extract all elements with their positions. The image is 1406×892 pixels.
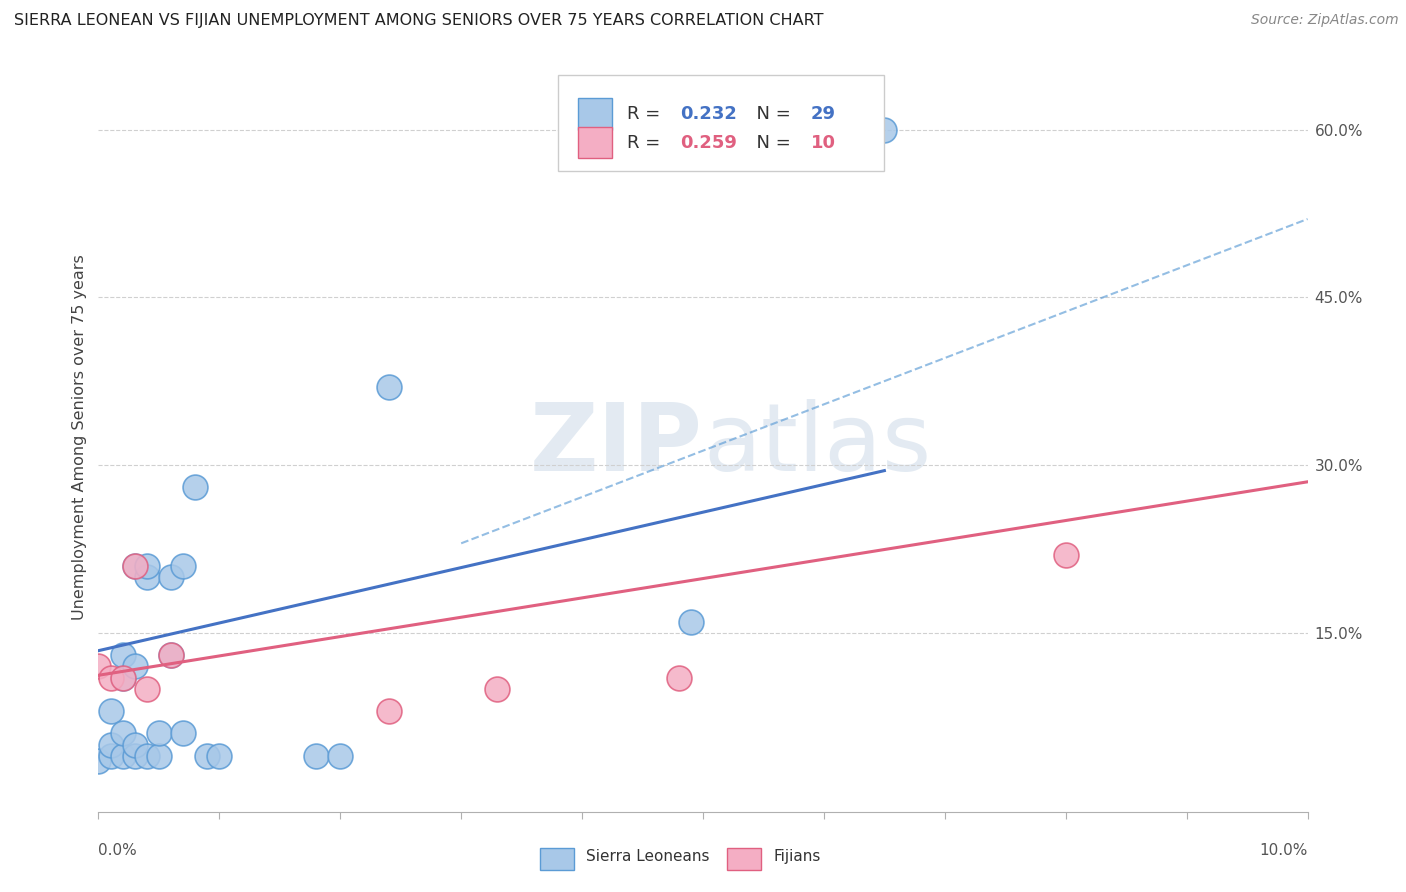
Bar: [578, 98, 613, 130]
Text: R =: R =: [627, 105, 666, 123]
Point: [100, 704, 122, 718]
Point: [111, 748, 134, 763]
Point: [172, 558, 194, 573]
Point: [377, 704, 399, 718]
Point: [148, 726, 170, 740]
Point: [124, 748, 146, 763]
Text: R =: R =: [627, 134, 666, 152]
Bar: [727, 847, 761, 871]
Text: 10.0%: 10.0%: [1260, 843, 1308, 858]
Point: [124, 738, 146, 752]
Point: [160, 648, 183, 662]
Point: [160, 648, 183, 662]
Point: [679, 615, 702, 629]
Point: [873, 122, 896, 136]
Point: [377, 380, 399, 394]
Text: 10: 10: [811, 134, 835, 152]
Y-axis label: Unemployment Among Seniors over 75 years: Unemployment Among Seniors over 75 years: [72, 254, 87, 620]
Point: [668, 671, 690, 685]
Point: [124, 558, 146, 573]
Text: 0.232: 0.232: [681, 105, 737, 123]
Point: [100, 671, 122, 685]
Point: [148, 748, 170, 763]
Point: [100, 748, 122, 763]
Bar: [578, 127, 613, 159]
FancyBboxPatch shape: [558, 75, 884, 171]
Text: SIERRA LEONEAN VS FIJIAN UNEMPLOYMENT AMONG SENIORS OVER 75 YEARS CORRELATION CH: SIERRA LEONEAN VS FIJIAN UNEMPLOYMENT AM…: [14, 13, 824, 29]
Text: ZIP: ZIP: [530, 399, 703, 491]
Point: [111, 648, 134, 662]
Point: [87, 755, 110, 769]
Text: N =: N =: [745, 105, 797, 123]
Point: [111, 671, 134, 685]
Text: Fijians: Fijians: [773, 849, 821, 864]
Text: 0.259: 0.259: [681, 134, 737, 152]
Point: [135, 570, 157, 584]
Text: 0.0%: 0.0%: [98, 843, 138, 858]
Point: [1054, 548, 1077, 562]
Point: [135, 681, 157, 696]
Point: [208, 748, 231, 763]
Point: [195, 748, 218, 763]
Text: N =: N =: [745, 134, 797, 152]
Point: [135, 748, 157, 763]
Point: [124, 659, 146, 673]
Text: Source: ZipAtlas.com: Source: ZipAtlas.com: [1251, 13, 1399, 28]
Point: [135, 558, 157, 573]
Text: atlas: atlas: [703, 399, 931, 491]
Point: [172, 726, 194, 740]
Point: [100, 738, 122, 752]
Text: 29: 29: [811, 105, 835, 123]
Point: [486, 681, 509, 696]
Text: Sierra Leoneans: Sierra Leoneans: [586, 849, 709, 864]
Point: [160, 570, 183, 584]
Point: [111, 726, 134, 740]
Point: [87, 659, 110, 673]
Point: [329, 748, 352, 763]
Point: [305, 748, 328, 763]
Point: [124, 558, 146, 573]
Point: [111, 671, 134, 685]
Bar: [540, 847, 574, 871]
Point: [184, 480, 207, 494]
